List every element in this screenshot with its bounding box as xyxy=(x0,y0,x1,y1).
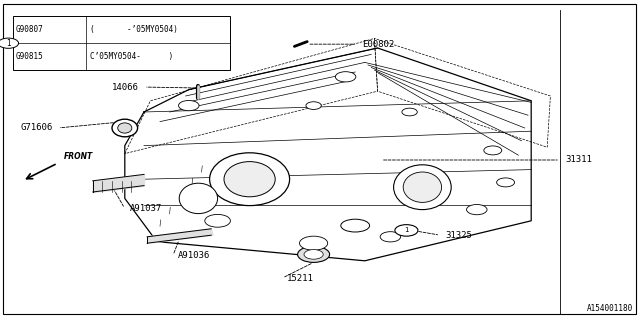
Text: 1: 1 xyxy=(6,39,11,48)
Ellipse shape xyxy=(210,153,290,205)
Circle shape xyxy=(380,232,401,242)
Text: 31325: 31325 xyxy=(445,231,472,240)
Circle shape xyxy=(179,100,199,111)
Text: G90815: G90815 xyxy=(16,52,44,61)
Circle shape xyxy=(0,38,19,48)
Text: 31311: 31311 xyxy=(565,156,592,164)
Circle shape xyxy=(484,146,502,155)
Circle shape xyxy=(304,250,323,259)
Text: C’05MY0504-      ): C’05MY0504- ) xyxy=(90,52,173,61)
Circle shape xyxy=(306,102,321,109)
Ellipse shape xyxy=(341,219,370,232)
Ellipse shape xyxy=(403,172,442,203)
Text: E00802: E00802 xyxy=(362,40,394,49)
Circle shape xyxy=(205,214,230,227)
Text: 15211: 15211 xyxy=(287,274,314,283)
Circle shape xyxy=(497,178,515,187)
Circle shape xyxy=(467,204,487,215)
Circle shape xyxy=(335,72,356,82)
Circle shape xyxy=(300,236,328,250)
Text: (       -’05MY0504): ( -’05MY0504) xyxy=(90,25,177,34)
Ellipse shape xyxy=(112,119,138,137)
Ellipse shape xyxy=(118,123,132,133)
Text: A91037: A91037 xyxy=(130,204,162,213)
Text: G90807: G90807 xyxy=(16,25,44,34)
Text: 1: 1 xyxy=(404,228,409,233)
Text: A154001180: A154001180 xyxy=(588,304,634,313)
Circle shape xyxy=(402,108,417,116)
Text: A91036: A91036 xyxy=(178,252,210,260)
Polygon shape xyxy=(147,229,213,243)
Bar xyxy=(13,16,230,70)
Ellipse shape xyxy=(394,165,451,210)
Ellipse shape xyxy=(224,162,275,197)
Text: FRONT: FRONT xyxy=(64,152,93,161)
Circle shape xyxy=(298,246,330,262)
Circle shape xyxy=(395,225,418,236)
Ellipse shape xyxy=(179,183,218,214)
Text: 14066: 14066 xyxy=(112,83,139,92)
Text: G71606: G71606 xyxy=(20,124,52,132)
